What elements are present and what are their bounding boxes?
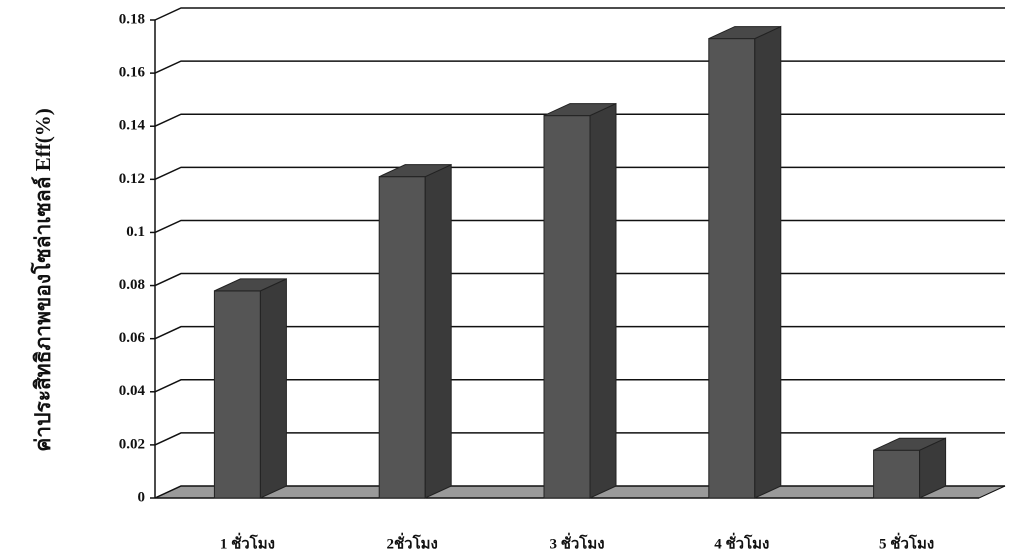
y-axis-label: ค่าประสิทธิภาพของโซล่าเซลล์ Eff(%): [30, 108, 55, 452]
grid-line: [154, 60, 1005, 74]
bar-side: [754, 25, 782, 499]
bar-top: [378, 164, 452, 178]
bar: [543, 115, 591, 499]
y-tick-label: 0.06: [119, 330, 146, 346]
y-tick-label: 0.04: [119, 383, 146, 399]
grid-line: [154, 7, 1005, 21]
bar: [873, 449, 921, 499]
bar-side: [589, 102, 617, 499]
bar-top: [708, 26, 782, 40]
x-tick-label: 1 ชั่วโมง: [220, 532, 275, 552]
x-tick-label: 4 ชั่วโมง: [714, 532, 769, 552]
y-tick-label: 0.12: [119, 171, 145, 187]
bar-top: [543, 103, 617, 117]
y-tick-label: 0.14: [119, 118, 146, 134]
bar-top: [214, 278, 287, 292]
y-tick-label: 0.16: [119, 65, 146, 81]
bar-side: [259, 278, 287, 499]
x-tick-label: 2ชั่วโมง: [387, 532, 438, 552]
x-tick-label: 5 ชั่วโมง: [879, 532, 934, 552]
y-tick-label: 0.02: [119, 436, 145, 452]
y-tick-label: 0: [138, 489, 146, 505]
y-tick-label: 0.1: [126, 224, 145, 240]
y-tick-label: 0.18: [119, 11, 145, 27]
bar: [213, 290, 261, 499]
x-tick-label: 3 ชั่วโมง: [549, 532, 604, 552]
bar: [378, 176, 426, 499]
bar: [708, 38, 756, 499]
y-tick-label: 0.08: [119, 277, 145, 293]
bar-side: [424, 163, 452, 499]
bar-top: [873, 437, 946, 451]
